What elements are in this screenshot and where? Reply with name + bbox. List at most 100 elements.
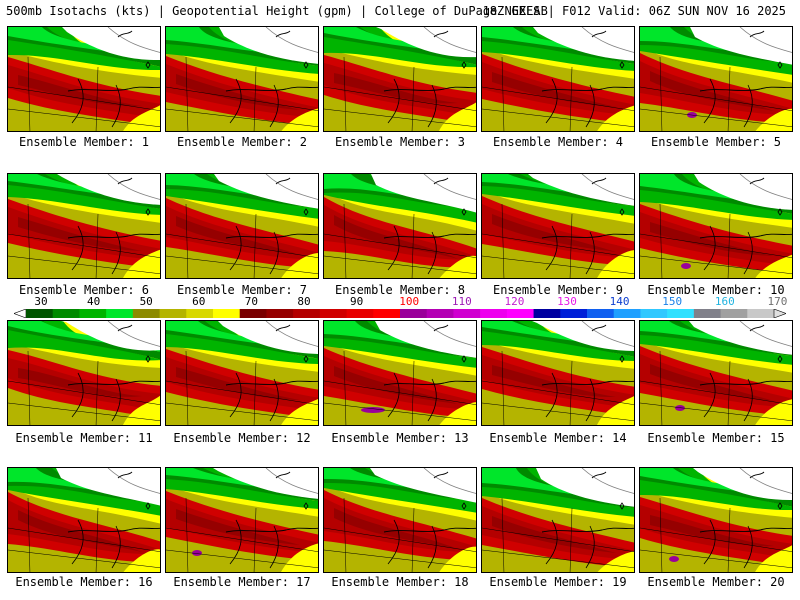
colorbar-swatch — [293, 309, 321, 318]
ensemble-map-panel — [323, 467, 477, 573]
ensemble-map-panel — [323, 320, 477, 426]
ensemble-map-panel — [165, 173, 319, 279]
colorbar-swatch — [480, 309, 508, 318]
colorbar-swatch — [52, 309, 80, 318]
colorbar-tick-label: 30 — [34, 295, 48, 308]
colorbar-swatch — [26, 309, 54, 318]
ensemble-map-panel — [639, 320, 793, 426]
colorbar-swatch — [533, 309, 561, 318]
colorbar-swatch — [747, 309, 775, 318]
ensemble-member-label: Ensemble Member: 17 — [173, 575, 311, 589]
isotach-map — [482, 321, 634, 425]
run-valid-time: 18Z GEFS | F012 Valid: 06Z SUN NOV 16 20… — [482, 4, 786, 18]
colorbar-swatch — [667, 309, 695, 318]
isotach-map — [166, 27, 318, 131]
colorbar-swatch — [560, 309, 588, 318]
ensemble-map-panel — [481, 467, 635, 573]
isotach-map — [166, 468, 318, 572]
isotach-map — [324, 321, 476, 425]
colorbar-swatch — [640, 309, 668, 318]
colorbar-min-arrow — [14, 309, 27, 318]
isotach-map — [640, 174, 792, 278]
ensemble-member-label: Ensemble Member: 8 — [334, 283, 466, 297]
ensemble-member-label: Ensemble Member: 10 — [647, 283, 785, 297]
isotach-map — [166, 174, 318, 278]
ensemble-member-label: Ensemble Member: 20 — [647, 575, 785, 589]
colorbar-swatch — [613, 309, 641, 318]
colorbar-tick-label: 90 — [349, 295, 364, 308]
colorbar-swatch — [159, 309, 187, 318]
ensemble-member-label: Ensemble Member: 9 — [492, 283, 624, 297]
colorbar-max-arrow — [773, 309, 786, 318]
product-title: 500mb Isotachs (kts) | Geopotential Heig… — [6, 4, 548, 18]
isotach-map — [640, 321, 792, 425]
isotach-map — [8, 174, 160, 278]
colorbar-swatch — [213, 309, 241, 318]
ensemble-member-label: Ensemble Member: 14 — [489, 431, 627, 445]
ensemble-map-panel — [481, 173, 635, 279]
isotach-map — [324, 468, 476, 572]
ensemble-map-panel — [7, 320, 161, 426]
colorbar-swatch — [132, 309, 161, 318]
isotach-map — [8, 321, 160, 425]
colorbar-tick-label: 60 — [192, 295, 206, 308]
ensemble-member-label: Ensemble Member: 12 — [173, 431, 311, 445]
ensemble-map-panel — [481, 26, 635, 132]
colorbar-tick-label: 150 — [662, 295, 683, 308]
colorbar-swatch — [239, 309, 267, 318]
colorbar-swatch — [106, 309, 134, 318]
colorbar-swatch — [79, 309, 107, 318]
ensemble-map-panel — [7, 467, 161, 573]
colorbar-tick-label: 50 — [139, 295, 153, 308]
isotach-map — [166, 321, 318, 425]
isotach-colorbar — [14, 309, 786, 318]
colorbar-swatch — [587, 309, 615, 318]
ensemble-map-panel — [323, 173, 477, 279]
colorbar-tick-label: 170 — [767, 295, 788, 308]
colorbar-labels: 30 40 50 60 70 80 90 100 110 120 130 140 150 160 170 — [0, 296, 800, 308]
isotach-map — [640, 468, 792, 572]
colorbar-swatch — [186, 309, 214, 318]
ensemble-member-label: Ensemble Member: 13 — [331, 431, 469, 445]
colorbar-swatch — [400, 309, 428, 318]
ensemble-member-label: Ensemble Member: 11 — [15, 431, 153, 445]
isotach-map — [482, 27, 634, 131]
ensemble-map-panel — [165, 320, 319, 426]
ensemble-map-panel — [481, 320, 635, 426]
colorbar-tick-label: 110 — [451, 295, 472, 308]
ensemble-member-label: Ensemble Member: 1 — [18, 135, 150, 149]
ensemble-member-label: Ensemble Member: 3 — [334, 135, 466, 149]
colorbar-swatch — [426, 309, 454, 318]
ensemble-member-label: Ensemble Member: 19 — [489, 575, 627, 589]
colorbar-tick-label: 160 — [714, 295, 735, 308]
colorbar-swatch — [720, 309, 748, 318]
ensemble-map-panel — [639, 467, 793, 573]
isotach-map — [8, 468, 160, 572]
ensemble-map-panel — [639, 26, 793, 132]
colorbar-swatch — [373, 309, 401, 318]
colorbar-swatch — [693, 309, 722, 318]
ensemble-map-panel — [639, 173, 793, 279]
colorbar-tick-label: 100 — [399, 295, 420, 308]
isotach-map — [324, 27, 476, 131]
ensemble-member-label: Ensemble Member: 16 — [15, 575, 153, 589]
ensemble-member-label: Ensemble Member: 4 — [492, 135, 624, 149]
ensemble-map-panel — [165, 467, 319, 573]
isotach-map — [640, 27, 792, 131]
ensemble-map-panel — [7, 26, 161, 132]
ensemble-map-panel — [7, 173, 161, 279]
ensemble-member-label: Ensemble Member: 18 — [331, 575, 469, 589]
colorbar-tick-label: 40 — [86, 295, 101, 308]
colorbar-tick-label: 130 — [557, 295, 577, 308]
colorbar-swatch — [506, 309, 535, 318]
colorbar-swatch — [453, 309, 481, 318]
colorbar-tick-label: 80 — [297, 295, 311, 308]
ensemble-member-label: Ensemble Member: 5 — [650, 135, 782, 149]
colorbar-tick-label: 140 — [609, 295, 630, 308]
ensemble-map-panel — [165, 26, 319, 132]
ensemble-member-label: Ensemble Member: 2 — [176, 135, 308, 149]
colorbar-swatch — [319, 309, 348, 318]
ensemble-member-label: Ensemble Member: 6 — [18, 283, 150, 297]
colorbar-tick-label: 70 — [244, 295, 259, 308]
ensemble-map-panel — [323, 26, 477, 132]
